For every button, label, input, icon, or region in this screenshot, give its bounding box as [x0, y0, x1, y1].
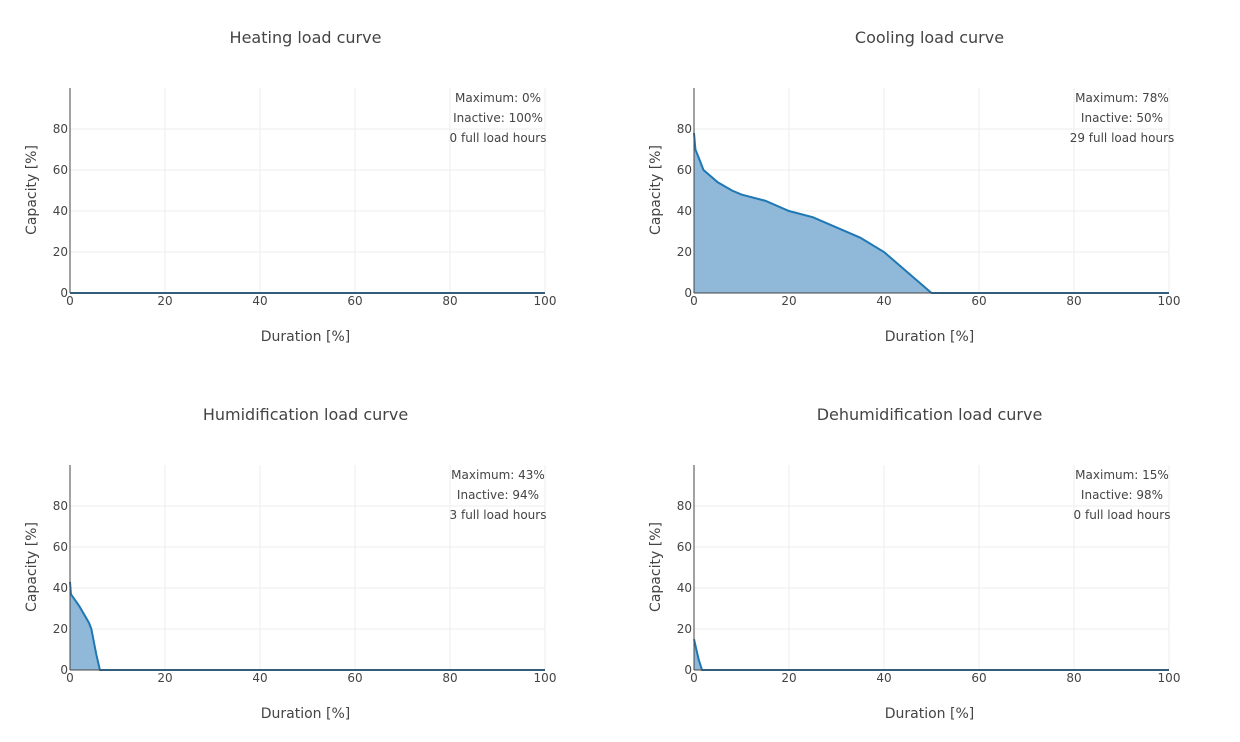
- y-tick-label: 0: [684, 663, 692, 677]
- x-tick-label: 60: [971, 294, 986, 308]
- area-fill: [694, 639, 1169, 670]
- y-tick-label: 80: [677, 122, 692, 136]
- x-tick-label: 0: [690, 294, 698, 308]
- x-tick-label: 60: [347, 294, 362, 308]
- chart-title: Cooling load curve: [855, 28, 1004, 47]
- annotation: Maximum: 43%: [451, 468, 545, 482]
- y-tick-label: 60: [53, 540, 68, 554]
- chart-title: Heating load curve: [230, 28, 382, 47]
- series-line: [693, 639, 1169, 671]
- annotation: Inactive: 94%: [457, 488, 539, 502]
- x-axis-label: Duration [%]: [885, 329, 974, 345]
- annotation: Maximum: 0%: [455, 91, 541, 105]
- subplot-2: 0 20 40 60 80 100 0 20 40 60 80 Humidification load…: [24, 405, 556, 722]
- series-line: [693, 133, 1169, 294]
- annotation: Maximum: 15%: [1075, 468, 1169, 482]
- x-tick-label: 20: [157, 294, 172, 308]
- x-tick-label: 80: [442, 294, 457, 308]
- x-axis-label: Duration [%]: [885, 706, 974, 722]
- x-tick-label: 100: [1158, 294, 1181, 308]
- y-axis-label: Capacity [%]: [24, 522, 40, 612]
- y-tick-label: 40: [53, 581, 68, 595]
- x-tick-label: 20: [781, 671, 796, 685]
- annotation: 0 full load hours: [450, 131, 547, 145]
- y-axis-label: Capacity [%]: [648, 522, 664, 612]
- x-tick-label: 60: [971, 671, 986, 685]
- x-tick-label: 0: [66, 294, 74, 308]
- x-tick-label: 40: [876, 671, 891, 685]
- y-tick-label: 60: [677, 163, 692, 177]
- series-line: [69, 581, 545, 671]
- x-tick-label: 80: [1066, 294, 1081, 308]
- annotation: 29 full load hours: [1070, 131, 1175, 145]
- subplot-0: 0 20 40 60 80 100 0 20 40 60 80 Heating load curve D…: [24, 28, 556, 345]
- y-tick-label: 60: [677, 540, 692, 554]
- y-axis-label: Capacity [%]: [24, 145, 40, 235]
- y-tick-label: 80: [677, 499, 692, 513]
- x-tick-label: 100: [534, 671, 557, 685]
- x-tick-label: 80: [442, 671, 457, 685]
- annotation: Inactive: 50%: [1081, 111, 1163, 125]
- annotation: Inactive: 98%: [1081, 488, 1163, 502]
- y-tick-label: 40: [677, 581, 692, 595]
- area-fill: [694, 133, 1169, 293]
- x-tick-label: 40: [252, 671, 267, 685]
- x-tick-label: 40: [252, 294, 267, 308]
- x-tick-label: 100: [1158, 671, 1181, 685]
- annotation: 0 full load hours: [1074, 508, 1171, 522]
- annotation: 3 full load hours: [450, 508, 547, 522]
- x-tick-label: 0: [690, 671, 698, 685]
- area-fill: [70, 581, 545, 670]
- y-axis-label: Capacity [%]: [648, 145, 664, 235]
- annotation: Maximum: 78%: [1075, 91, 1169, 105]
- chart-title: Dehumidification load curve: [817, 405, 1043, 424]
- y-tick-label: 40: [677, 204, 692, 218]
- y-tick-label: 20: [53, 245, 68, 259]
- subplot-1: 0 20 40 60 80 100 0 20 40 60 80 Cooling load curve D…: [648, 28, 1180, 345]
- y-tick-label: 60: [53, 163, 68, 177]
- x-tick-label: 20: [781, 294, 796, 308]
- x-tick-label: 0: [66, 671, 74, 685]
- y-tick-label: 20: [53, 622, 68, 636]
- annotation: Inactive: 100%: [453, 111, 543, 125]
- x-tick-label: 60: [347, 671, 362, 685]
- x-tick-label: 80: [1066, 671, 1081, 685]
- x-tick-label: 20: [157, 671, 172, 685]
- x-tick-label: 40: [876, 294, 891, 308]
- x-axis-label: Duration [%]: [261, 329, 350, 345]
- y-tick-label: 20: [677, 245, 692, 259]
- y-tick-label: 80: [53, 122, 68, 136]
- y-tick-label: 0: [684, 286, 692, 300]
- chart-title: Humidification load curve: [203, 405, 408, 424]
- y-tick-label: 20: [677, 622, 692, 636]
- y-tick-label: 40: [53, 204, 68, 218]
- subplot-3: 0 20 40 60 80 100 0 20 40 60 80 Dehumidification lo…: [648, 405, 1180, 722]
- y-tick-label: 0: [60, 663, 68, 677]
- y-tick-label: 80: [53, 499, 68, 513]
- x-axis-label: Duration [%]: [261, 706, 350, 722]
- x-tick-label: 100: [534, 294, 557, 308]
- y-tick-label: 0: [60, 286, 68, 300]
